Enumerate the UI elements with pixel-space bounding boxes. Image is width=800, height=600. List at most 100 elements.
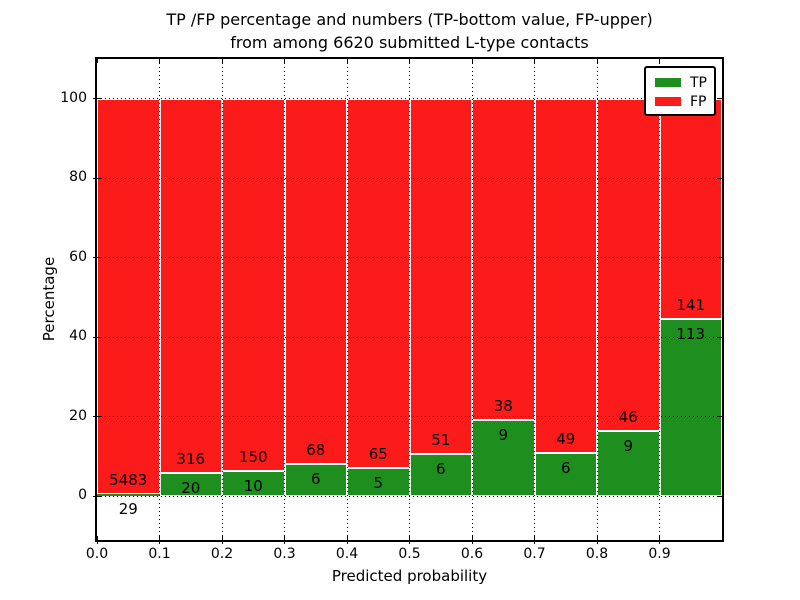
gridline-horizontal [97,177,722,179]
y-tick-label: 100 [60,89,87,106]
y-tick-label: 20 [69,407,87,424]
fp-legend-swatch [655,97,681,106]
gridline-horizontal [97,257,722,259]
gridline-vertical [409,59,410,540]
bar-tp-segment [97,494,160,497]
gridline-vertical [284,59,285,540]
bar-tp-count-label: 5 [373,473,384,492]
x-tick-mark [471,536,473,544]
x-tick-mark [159,536,160,544]
bar-fp-count-label: 316 [176,449,206,468]
bar-fp-count-label: 51 [431,431,451,450]
tp-legend-swatch [655,78,681,87]
gridline-vertical [221,59,223,540]
bar-fp-count-label: 68 [306,441,326,460]
chart-title-line1: TP /FP percentage and numbers (TP-bottom… [166,10,653,29]
x-tick-mark [221,536,223,544]
bar-tp-segment [409,454,472,497]
bar-fp-segment [597,98,660,432]
y-tick-mark [93,257,101,259]
bar-tp-count-label: 6 [435,460,446,479]
x-tick-label: 0.0 [85,546,109,562]
bar-tp-count-label: 9 [498,426,509,445]
y-tick-label: 60 [69,248,87,265]
x-tick-mark [96,536,98,544]
x-tick-mark [284,536,285,544]
x-tick-label: 0.2 [210,546,234,562]
bar-tp-count-label: 20 [181,478,201,497]
bar-tp-segment [534,452,597,497]
x-top-tick-mark [346,59,348,63]
y-tick-label: 40 [69,328,87,345]
bar-fp-count-label: 49 [556,429,576,448]
bar-tp-segment [659,319,722,497]
bar-fp-count-label: 38 [493,397,513,416]
bar-fp-segment [472,98,535,421]
y-right-tick-mark [718,98,722,100]
gridline-horizontal [97,336,722,338]
chart-title: TP /FP percentage and numbers (TP-bottom… [97,8,722,54]
y-right-tick-mark [718,416,722,418]
bar-fp-segment [284,98,347,465]
bar-fp-segment [97,98,160,495]
y-tick-mark [93,177,101,179]
legend-item-fp: FP [655,92,714,111]
bar-tp-count-label: 29 [118,500,138,519]
bar-tp-count-label: 6 [560,458,571,477]
legend-item-tp: TP [655,73,714,92]
y-tick-mark [93,336,101,338]
gridline-horizontal [97,416,722,418]
x-tick-label: 0.9 [648,546,671,562]
x-top-tick-mark [221,59,223,63]
gridline-vertical [596,59,598,540]
x-top-tick-mark [659,59,660,63]
gridline-horizontal [97,98,722,100]
bar-fp-segment [347,98,410,468]
chart-title-line2: from among 6620 submitted L-type contact… [230,33,589,52]
legend: TP FP [644,66,716,116]
y-right-tick-mark [718,177,722,179]
x-top-tick-mark [159,59,160,63]
y-tick-mark [93,495,101,497]
bar-tp-segment [284,464,347,497]
gridline-vertical [159,59,160,540]
y-tick-mark [93,98,101,100]
x-top-tick-mark [534,59,535,63]
bar-tp-count-label: 6 [310,470,321,489]
fp-legend-label: FP [690,93,707,110]
x-axis-label: Predicted probability [331,567,488,585]
gridline-horizontal [97,495,722,497]
x-tick-label: 0.1 [148,546,171,562]
bar-fp-segment [534,98,597,453]
bar-tp-count-label: 10 [243,477,263,496]
x-tick-label: 0.5 [398,546,421,562]
x-top-tick-mark [96,59,98,63]
bar-fp-segment [659,98,722,320]
x-tick-label: 0.7 [523,546,546,562]
x-tick-label: 0.3 [273,546,296,562]
x-tick-mark [659,536,660,544]
tp-legend-label: TP [690,74,707,91]
y-axis-label: Percentage [40,256,58,342]
bar-fp-count-label: 141 [676,296,706,315]
x-tick-mark [534,536,535,544]
y-right-tick-mark [718,336,722,338]
gridline-vertical [346,59,348,540]
bar-fp-count-label: 65 [368,444,388,463]
y-right-tick-mark [718,257,722,259]
bar-fp-count-label: 46 [618,408,638,427]
y-right-tick-mark [718,495,722,497]
x-top-tick-mark [409,59,410,63]
x-tick-mark [346,536,348,544]
x-top-tick-mark [596,59,598,63]
y-tick-mark [93,416,101,418]
bar-fp-count-label: 5483 [109,471,148,490]
plot-area [97,59,722,540]
bar-tp-segment [597,431,660,497]
bar-tp-count-label: 9 [623,437,634,456]
x-tick-label: 0.6 [460,546,484,562]
x-top-tick-mark [471,59,473,63]
x-tick-label: 0.4 [335,546,359,562]
x-tick-mark [596,536,598,544]
